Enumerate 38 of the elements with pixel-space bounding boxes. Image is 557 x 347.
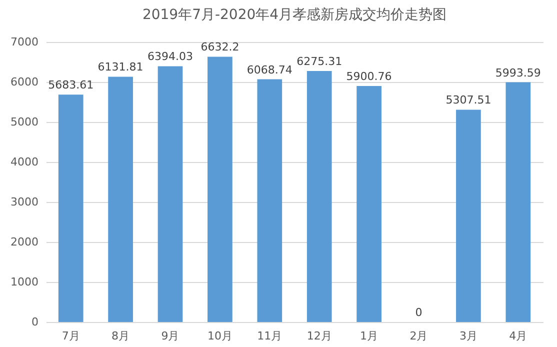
data-label: 5683.61 bbox=[48, 78, 94, 92]
x-tick-label: 2月 bbox=[410, 330, 428, 342]
data-label: 5993.59 bbox=[495, 66, 541, 80]
chart-title: 2019年7月-2020年4月孝感新房成交均价走势图 bbox=[142, 7, 447, 23]
x-tick-label: 10月 bbox=[207, 330, 232, 342]
x-tick-label: 4月 bbox=[509, 330, 528, 342]
bar bbox=[356, 86, 382, 322]
data-label: 5307.51 bbox=[446, 94, 492, 107]
x-tick-label: 11月 bbox=[257, 330, 282, 342]
x-tick-label: 7月 bbox=[62, 330, 80, 342]
x-tick-label: 8月 bbox=[112, 330, 130, 342]
x-tick-label: 12月 bbox=[306, 330, 332, 342]
x-tick-label: 9月 bbox=[161, 330, 180, 342]
y-tick-label: 1000 bbox=[10, 276, 38, 288]
x-tick-label: 1月 bbox=[360, 330, 378, 342]
data-label: 6394.03 bbox=[148, 50, 193, 64]
data-label: 6632.2 bbox=[200, 40, 240, 54]
bar bbox=[158, 66, 183, 322]
y-tick-label: 7000 bbox=[10, 36, 38, 48]
bar bbox=[208, 56, 232, 322]
y-tick-label: 3000 bbox=[10, 196, 38, 208]
data-label: 6131.81 bbox=[98, 60, 144, 74]
x-tick-label: 3月 bbox=[459, 330, 478, 342]
y-tick-label: 0 bbox=[32, 316, 38, 328]
bar bbox=[257, 79, 282, 322]
bar bbox=[456, 110, 481, 322]
bar bbox=[108, 76, 133, 322]
bar bbox=[58, 94, 84, 322]
bar bbox=[306, 70, 332, 322]
data-label: 6068.74 bbox=[246, 63, 292, 76]
bar bbox=[506, 82, 531, 322]
data-label: 6275.31 bbox=[296, 54, 342, 68]
y-tick-label: 2000 bbox=[10, 236, 38, 248]
y-tick-label: 6000 bbox=[10, 76, 38, 88]
data-label: 0 bbox=[415, 306, 422, 319]
y-tick-label: 4000 bbox=[10, 156, 38, 168]
y-tick-label: 5000 bbox=[10, 116, 38, 128]
data-label: 5900.76 bbox=[346, 70, 392, 83]
